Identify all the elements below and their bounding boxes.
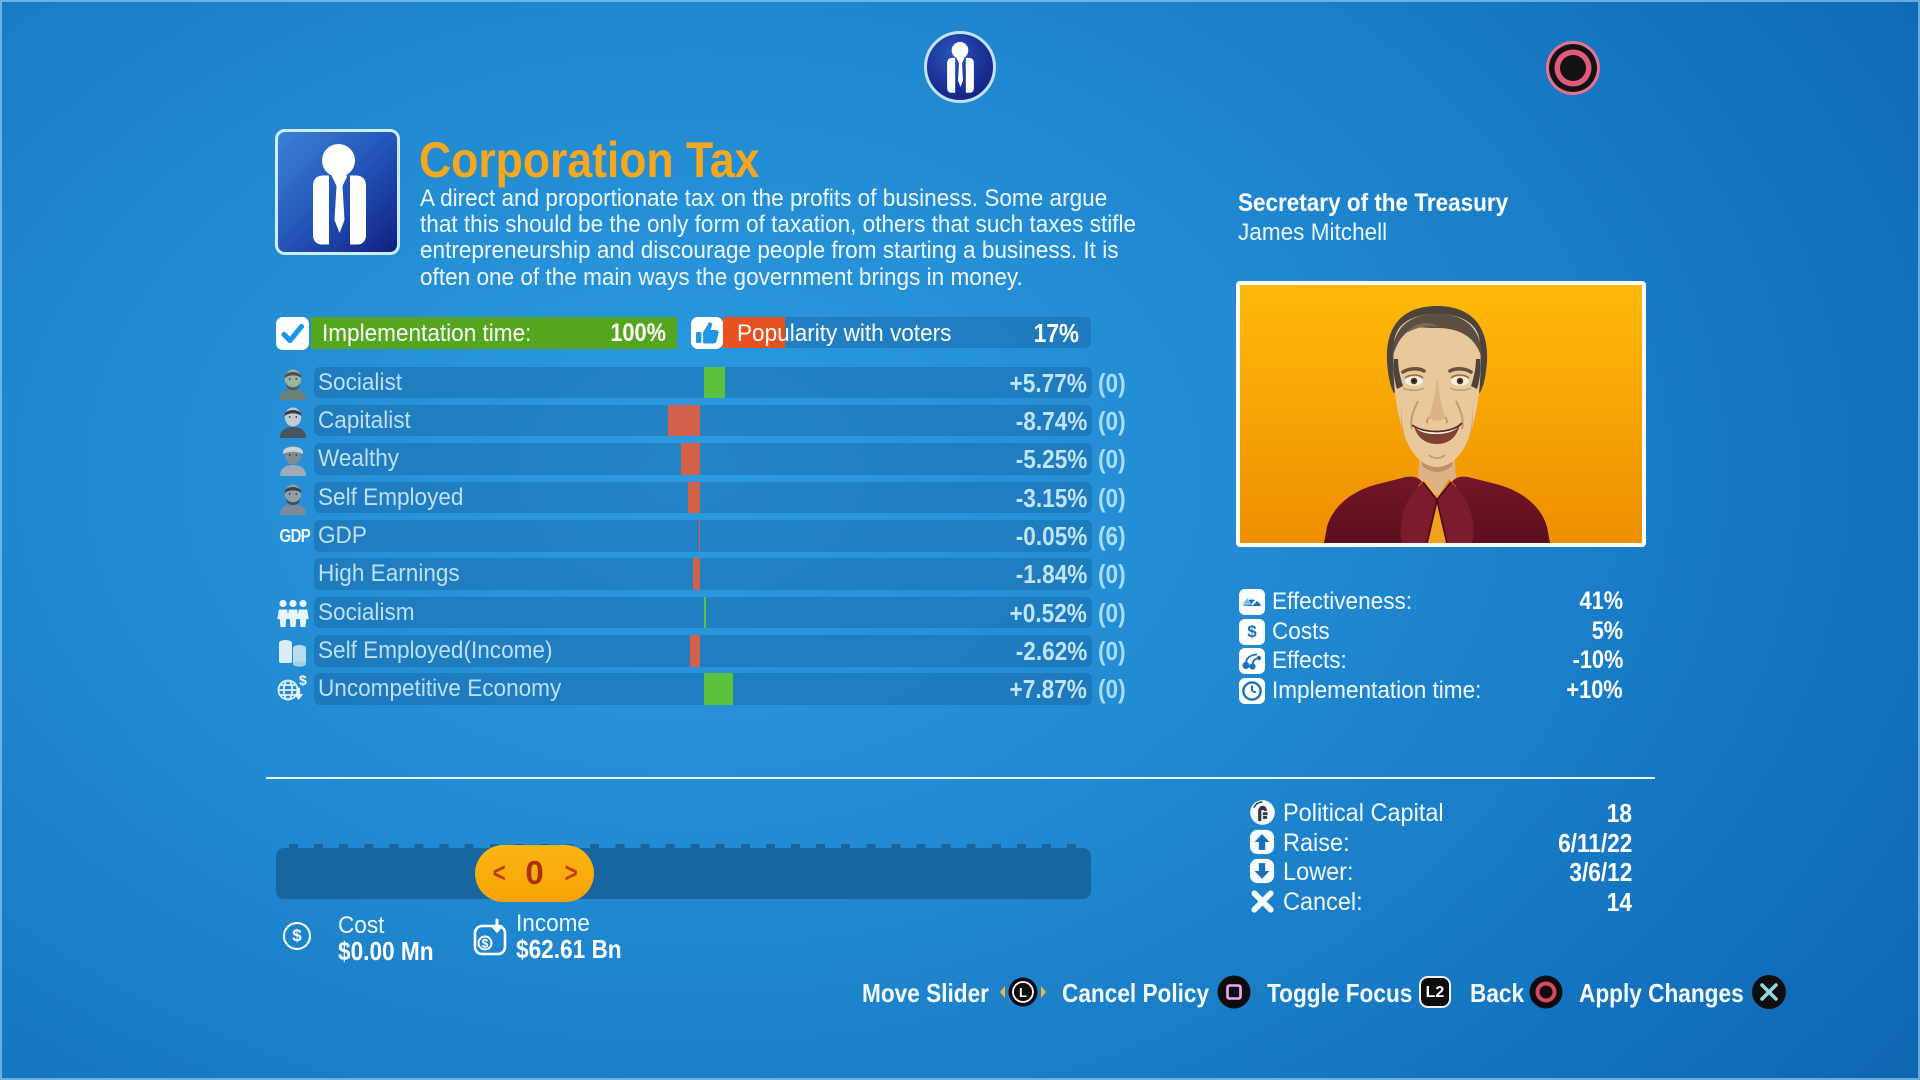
svg-text:L: L bbox=[1019, 985, 1027, 1000]
svg-text:$: $ bbox=[482, 937, 489, 951]
svg-text:$: $ bbox=[299, 672, 307, 688]
